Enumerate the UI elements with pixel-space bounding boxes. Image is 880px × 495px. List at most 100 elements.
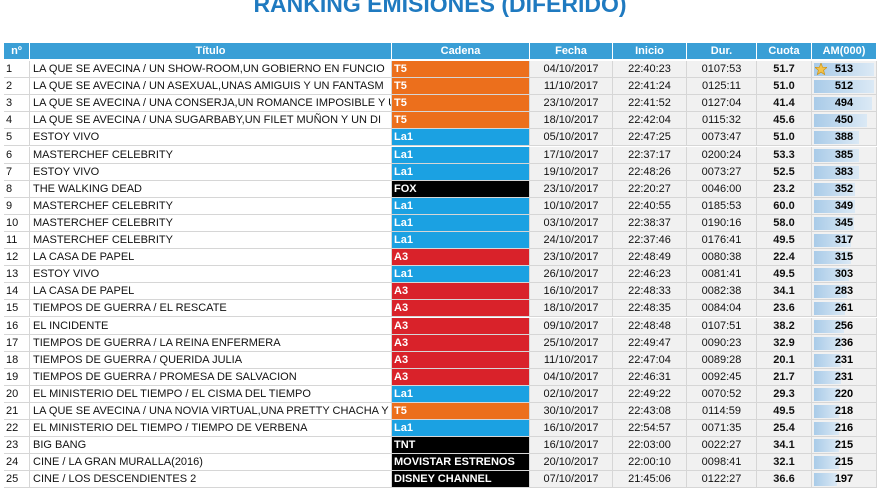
row-number: 1 [4, 61, 30, 78]
program-title: LA QUE SE AVECINA / UN SHOW-ROOM,UN GOBI… [30, 61, 392, 78]
start-time: 22:48:26 [613, 163, 687, 181]
audience: 218 [834, 405, 854, 417]
channel: A3 [392, 283, 530, 301]
data-bar [814, 405, 840, 418]
header-cell: nº [4, 43, 30, 60]
date: 23/10/2017 [530, 95, 613, 113]
share: 58.0 [757, 214, 812, 232]
date: 04/10/2017 [530, 368, 613, 386]
share: 53.3 [757, 146, 812, 164]
date: 20/10/2017 [530, 454, 613, 472]
data-bar [814, 370, 842, 384]
share: 51.7 [757, 61, 812, 78]
audience: 315 [834, 251, 854, 264]
duration: 0081:41 [687, 266, 757, 284]
data-bar [814, 234, 852, 247]
program-title: TIEMPOS DE GUERRA / PROMESA DE SALVACION [30, 368, 392, 386]
channel: MOVISTAR ESTRENOS [392, 454, 530, 472]
share: 23.6 [757, 300, 812, 318]
share: 32.9 [757, 334, 812, 352]
duration: 0107:53 [687, 61, 757, 78]
start-time: 22:48:33 [613, 283, 687, 301]
date: 05/10/2017 [530, 129, 613, 147]
audience: 352 [834, 182, 854, 195]
date: 04/10/2017 [530, 61, 613, 78]
audience: 215 [834, 456, 854, 469]
data-bar [814, 268, 850, 282]
share: 23.2 [757, 180, 812, 198]
date: 16/10/2017 [530, 420, 613, 438]
channel: FOX [392, 180, 530, 198]
start-time: 22:54:57 [613, 420, 687, 438]
program-title: ESTOY VIVO [30, 163, 392, 181]
start-time: 22:47:04 [613, 351, 687, 369]
start-time: 21:45:06 [613, 471, 687, 489]
channel: La1 [392, 385, 530, 403]
audience: 388 [834, 131, 854, 144]
program-title: LA QUE SE AVECINA / UNA CONSERJA,UN ROMA… [30, 95, 392, 113]
channel: La1 [392, 146, 530, 164]
program-title: EL INCIDENTE [30, 317, 392, 335]
channel: A3 [392, 334, 530, 352]
date: 16/10/2017 [530, 283, 613, 301]
start-time: 22:20:27 [613, 180, 687, 198]
duration: 0070:52 [687, 385, 757, 403]
program-title: EL MINISTERIO DEL TIEMPO / TIEMPO DE VER… [30, 420, 392, 438]
row-number: 15 [4, 300, 30, 318]
star-icon [815, 63, 827, 75]
audience: 349 [834, 199, 854, 212]
program-title: MASTERCHEF CELEBRITY [30, 232, 392, 249]
share: 34.1 [757, 283, 812, 301]
date: 17/10/2017 [530, 146, 613, 164]
duration: 0084:04 [687, 300, 757, 318]
channel: La1 [392, 214, 530, 232]
data-bar [814, 353, 842, 367]
start-time: 22:40:55 [613, 197, 687, 215]
channel: DISNEY CHANNEL [392, 471, 530, 489]
audience: 303 [834, 268, 854, 281]
duration: 0125:11 [687, 78, 757, 96]
audience: 383 [834, 165, 854, 178]
audience: 513 [834, 63, 854, 75]
audience: 450 [834, 114, 854, 127]
data-bar [814, 302, 845, 316]
header-cell: Dur. [687, 43, 757, 60]
program-title: BIG BANG [30, 437, 392, 455]
start-time: 22:41:52 [613, 95, 687, 113]
share: 36.6 [757, 471, 812, 489]
program-title: TIEMPOS DE GUERRA / QUERIDA JULIA [30, 351, 392, 369]
data-bar [814, 63, 874, 76]
row-number: 12 [4, 249, 30, 267]
date: 23/10/2017 [530, 249, 613, 267]
duration: 0092:45 [687, 368, 757, 386]
duration: 0185:53 [687, 197, 757, 215]
start-time: 22:37:46 [613, 232, 687, 249]
program-title: TIEMPOS DE GUERRA / LA REINA ENFERMERA [30, 334, 392, 352]
duration: 0114:59 [687, 403, 757, 420]
row-number: 14 [4, 283, 30, 301]
audience: 512 [834, 80, 854, 93]
channel: TNT [392, 437, 530, 455]
duration: 0022:27 [687, 437, 757, 455]
row-number: 19 [4, 368, 30, 386]
row-number: 2 [4, 78, 30, 96]
audience: 256 [834, 319, 854, 332]
duration: 0190:16 [687, 214, 757, 232]
channel: A3 [392, 368, 530, 386]
date: 30/10/2017 [530, 403, 613, 420]
date: 19/10/2017 [530, 163, 613, 181]
audience: 317 [834, 234, 854, 246]
row-number: 9 [4, 197, 30, 215]
duration: 0082:38 [687, 283, 757, 301]
audience: 197 [834, 473, 854, 486]
data-bar [814, 165, 859, 179]
program-title: LA QUE SE AVECINA / UN ASEXUAL,UNAS AMIG… [30, 78, 392, 96]
program-title: ESTOY VIVO [30, 129, 392, 147]
program-title: ESTOY VIVO [30, 266, 392, 284]
start-time: 22:00:10 [613, 454, 687, 472]
channel: T5 [392, 112, 530, 130]
data-bar [814, 80, 874, 94]
share: 34.1 [757, 437, 812, 455]
date: 26/10/2017 [530, 266, 613, 284]
data-bar [814, 439, 840, 453]
